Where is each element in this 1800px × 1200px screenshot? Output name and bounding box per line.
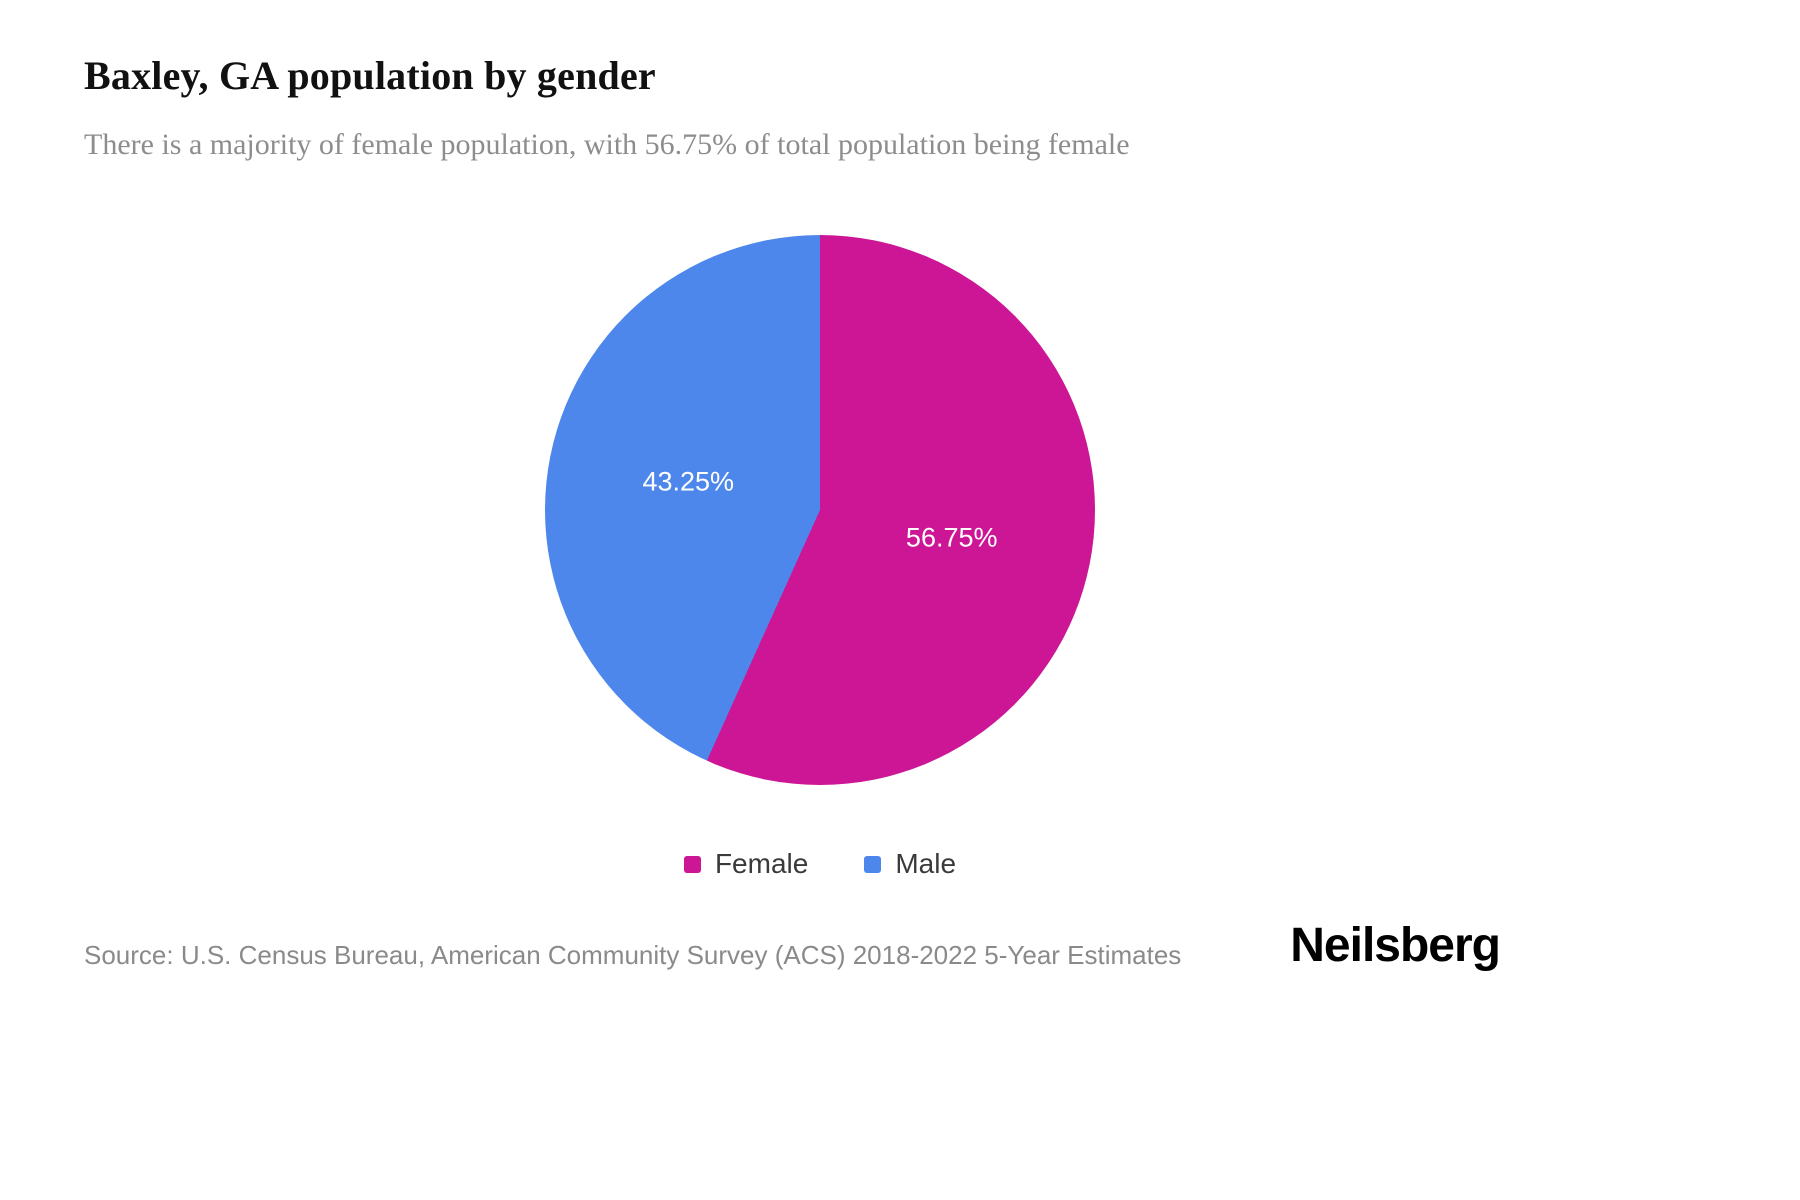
legend-swatch-female <box>683 855 701 873</box>
slice-label-male: 43.25% <box>642 466 735 497</box>
legend-label-female: Female <box>714 848 809 879</box>
chart-legend: Female Male <box>495 848 1145 880</box>
pie-chart[interactable]: 56.75% 43.25% <box>545 235 1095 785</box>
neilsberg-logo: Neilsberg <box>1290 919 1501 972</box>
slice-label-female: 56.75% <box>905 522 998 553</box>
legend-swatch-male <box>864 855 882 873</box>
legend-item-male[interactable]: Male <box>864 848 956 880</box>
legend-item-female[interactable]: Female <box>683 848 809 880</box>
source-text: Source: U.S. Census Bureau, American Com… <box>84 940 1182 970</box>
chart-title: Baxley, GA population by gender <box>84 53 656 98</box>
chart-subtitle: There is a majority of female population… <box>84 128 1130 161</box>
legend-label-male: Male <box>895 848 957 879</box>
